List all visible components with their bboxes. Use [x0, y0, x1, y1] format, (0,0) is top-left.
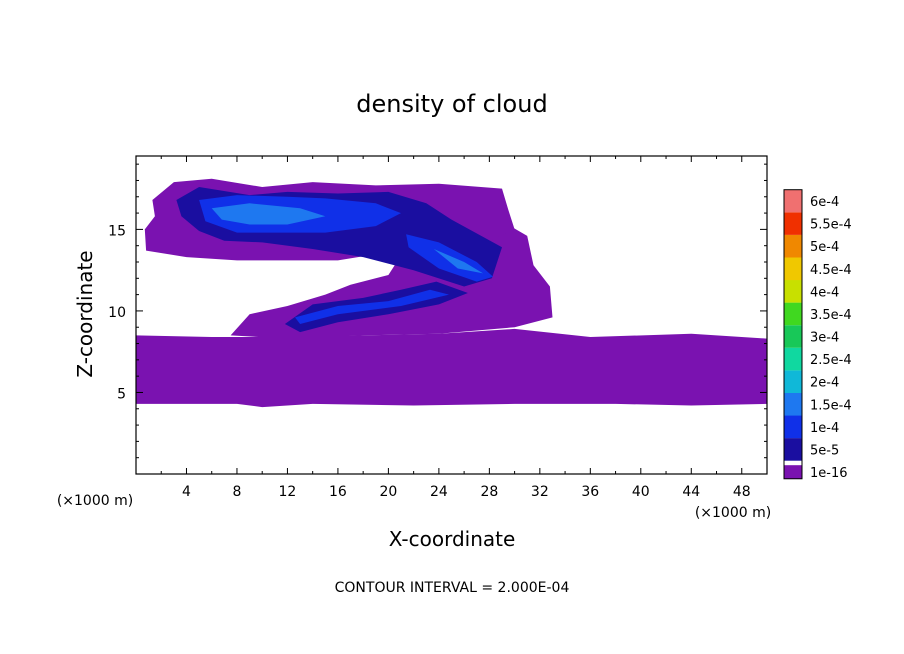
x-tick-label: 4: [182, 484, 191, 500]
colorbar-swatch: [784, 347, 802, 371]
x-tick-label: 20: [379, 484, 397, 500]
colorbar-label: 4e-4: [810, 285, 839, 300]
x-tick-label: 36: [581, 484, 599, 500]
x-unit-label-right: (×1000 m): [695, 505, 771, 521]
colorbar-label: 5.5e-4: [810, 218, 852, 233]
contour-region-level-3: [433, 249, 484, 274]
colorbar-swatch: [784, 234, 802, 258]
contour-region-level-3: [211, 203, 326, 225]
contour-fill-layer: [136, 178, 767, 408]
y-tick-label: 5: [117, 386, 126, 402]
colorbar-swatch: [784, 393, 802, 416]
colorbar-label: 6e-4: [810, 195, 839, 210]
colorbar-swatch: [784, 302, 802, 326]
colorbar-frame: [783, 189, 803, 480]
y-axis-label: Z-coordinate: [73, 250, 97, 377]
colorbar-label: 5e-4: [810, 240, 839, 255]
colorbar-swatch: [784, 415, 802, 439]
x-tick-label: 28: [480, 484, 498, 500]
x-tick-label: 40: [632, 484, 650, 500]
contour-region-level-0: [136, 328, 767, 408]
colorbar-swatch: [784, 280, 802, 303]
x-axis-label: X-coordinate: [389, 527, 516, 551]
y-tick-label: 15: [108, 223, 126, 239]
x-tick-label: 48: [733, 484, 751, 500]
colorbar-label: 5e-5: [810, 443, 839, 458]
colorbar-label: 2.5e-4: [810, 353, 852, 368]
chart-title: density of cloud: [356, 90, 547, 118]
contour-interval-note: CONTOUR INTERVAL = 2.000E-04: [335, 580, 570, 596]
x-axis: 4 8 12 16 20 24 28 32 36 40 44 48: [160, 156, 751, 500]
colorbar-swatch: [784, 465, 802, 479]
colorbar-label: 3e-4: [810, 331, 839, 346]
colorbar-label: 1e-4: [810, 421, 839, 436]
colorbar-swatch: [784, 438, 802, 461]
colorbar-label: 3.5e-4: [810, 308, 852, 323]
plot-frame: [135, 155, 768, 475]
x-tick-label: 16: [329, 484, 347, 500]
x-tick-label: 44: [682, 484, 700, 500]
x-tick-label: 12: [279, 484, 297, 500]
colorbar-swatch: [784, 370, 802, 393]
x-tick-label: 8: [232, 484, 241, 500]
colorbar-swatch: [784, 325, 802, 348]
contour-region-level-2: [295, 289, 449, 324]
colorbar-label: 1e-16: [810, 466, 848, 481]
colorbar-swatch: [784, 257, 802, 281]
x-tick-label: 24: [430, 484, 448, 500]
colorbar-label: 4.5e-4: [810, 263, 852, 278]
x-tick-label: 32: [531, 484, 549, 500]
x-unit-label-left: (×1000 m): [57, 493, 133, 509]
y-axis: 5 10 15: [108, 163, 767, 459]
colorbar-label: 1.5e-4: [810, 398, 852, 413]
y-tick-label: 10: [108, 305, 126, 321]
colorbar-swatch: [784, 189, 802, 213]
colorbar: 1e-16 5e-5 1e-4 1.5e-4 2e-4 2.5e-4 3e-4 3.5e-4 4…: [783, 189, 852, 481]
colorbar-label: 2e-4: [810, 376, 839, 391]
colorbar-swatch: [784, 212, 802, 235]
